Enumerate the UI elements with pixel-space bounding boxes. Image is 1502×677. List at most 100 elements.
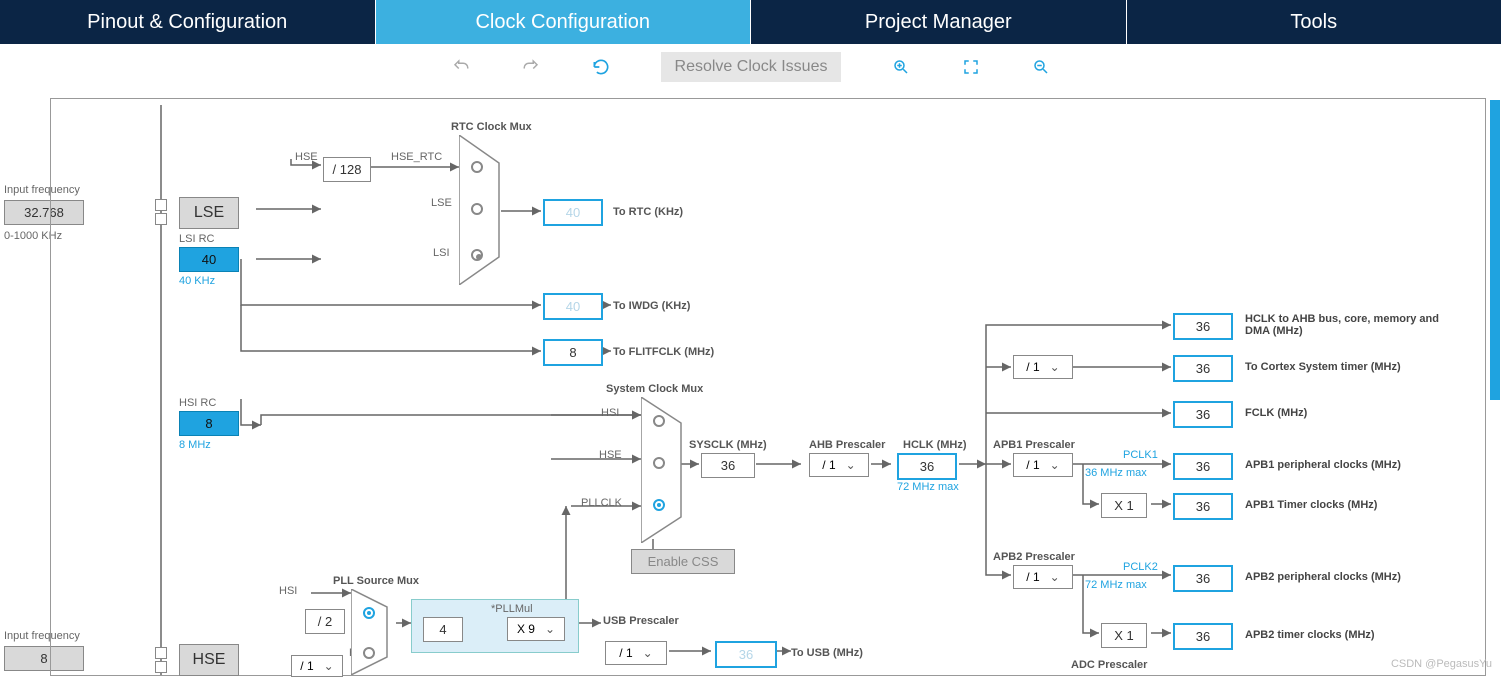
rtc-radio-lsi[interactable] (471, 249, 483, 261)
flitf-out: 8 (543, 339, 603, 366)
sys-radio-hse[interactable] (653, 457, 665, 469)
tab-pinout[interactable]: Pinout & Configuration (0, 0, 376, 44)
osc-in-pin (155, 199, 167, 211)
usb-out: 36 (715, 641, 777, 668)
apb2-mult: X 1 (1101, 623, 1147, 648)
apb1-mult: X 1 (1101, 493, 1147, 518)
apb1-div-val: / 1 (1026, 458, 1039, 472)
sysmux-shape (641, 397, 691, 543)
sys-radio-hsi[interactable] (653, 415, 665, 427)
watermark: CSDN @PegasusYu (1391, 658, 1492, 670)
ahb-lbl: AHB Prescaler (809, 439, 885, 451)
zoom-in-icon[interactable] (891, 57, 911, 77)
rtc-out-lbl: To RTC (KHz) (613, 206, 683, 218)
out-apb2t: 36 (1173, 623, 1233, 650)
rtc-mux-title: RTC Clock Mux (451, 121, 532, 133)
tab-project[interactable]: Project Manager (751, 0, 1127, 44)
apb1-note: 36 MHz max (1085, 467, 1147, 479)
usb-div[interactable]: / 1 ⌄ (605, 641, 667, 665)
chevron-down-icon: ⌄ (1050, 458, 1060, 472)
apb1-div[interactable]: / 1 ⌄ (1013, 453, 1073, 477)
sysclk-val[interactable]: 36 (701, 453, 755, 478)
iwdg-out: 40 (543, 293, 603, 320)
undo-icon[interactable] (451, 57, 471, 77)
apb1-pclk: PCLK1 (1123, 449, 1158, 461)
sys-radio-pll[interactable] (653, 499, 665, 511)
out-fclk: 36 (1173, 401, 1233, 428)
osc-in-pin-2 (155, 647, 167, 659)
pll-radio-hse[interactable] (363, 647, 375, 659)
out-apb1t-lbl: APB1 Timer clocks (MHz) (1245, 499, 1377, 511)
pll-mul-in: 4 (423, 617, 463, 642)
rtc-out: 40 (543, 199, 603, 226)
resolve-button[interactable]: Resolve Clock Issues (661, 52, 842, 82)
tabs: Pinout & Configuration Clock Configurati… (0, 0, 1502, 44)
usb-lbl: USB Prescaler (603, 615, 679, 627)
cortex-div[interactable]: / 1 ⌄ (1013, 355, 1073, 379)
sysmux-hsi: HSI (601, 407, 619, 419)
clock-diagram: LSE LSI RC 40 40 KHz HSI RC 8 8 MHz HSE … (50, 98, 1486, 676)
lsirc-label: LSI RC (179, 233, 214, 245)
out-ahbbus-lbl: HCLK to AHB bus, core, memory and DMA (M… (1245, 313, 1455, 337)
apb2-pclk: PCLK2 (1123, 561, 1158, 573)
sysmux-hse: HSE (599, 449, 622, 461)
zoom-out-icon[interactable] (1031, 57, 1051, 77)
rtc-lse-lbl: LSE (431, 197, 452, 209)
chevron-down-icon: ⌄ (1050, 570, 1060, 584)
hclk-val[interactable]: 36 (897, 453, 957, 480)
css-button[interactable]: Enable CSS (631, 549, 735, 574)
chevron-down-icon: ⌄ (643, 646, 653, 660)
chevron-down-icon: ⌄ (324, 659, 334, 673)
refresh-icon[interactable] (591, 57, 611, 77)
apb2-note: 72 MHz max (1085, 579, 1147, 591)
out-apb2p-lbl: APB2 peripheral clocks (MHz) (1245, 571, 1401, 583)
rtc-radio-lse[interactable] (471, 203, 483, 215)
chevron-down-icon: ⌄ (1050, 360, 1060, 374)
rtc-hse-lbl: HSE (295, 151, 318, 163)
ahb-select[interactable]: / 1 ⌄ (809, 453, 869, 477)
chevron-down-icon: ⌄ (545, 622, 555, 636)
hsirc-box: 8 (179, 411, 239, 436)
osc-out-pin (155, 213, 167, 225)
fullscreen-icon[interactable] (961, 57, 981, 77)
hse-box: HSE (179, 644, 239, 676)
apb2-div[interactable]: / 1⌄ (1013, 565, 1073, 589)
pll-mul-lbl: *PLLMul (491, 603, 533, 615)
sysclk-lbl: SYSCLK (MHz) (689, 439, 767, 451)
apb1-lbl: APB1 Prescaler (993, 439, 1075, 451)
out-fclk-lbl: FCLK (MHz) (1245, 407, 1307, 419)
lsirc-box: 40 (179, 247, 239, 272)
pll-hse-div[interactable]: / 1 ⌄ (291, 655, 343, 677)
hsirc-label: HSI RC (179, 397, 216, 409)
hsirc-note: 8 MHz (179, 439, 211, 451)
lse-box: LSE (179, 197, 239, 229)
pll-hsi-div: / 2 (305, 609, 345, 634)
pll-mul-select[interactable]: X 9⌄ (507, 617, 565, 641)
sysmux-title: System Clock Mux (606, 383, 703, 395)
flitf-lbl: To FLITFCLK (MHz) (613, 346, 714, 358)
scrollbar-thumb[interactable] (1490, 100, 1500, 400)
rtc-radio-hse[interactable] (471, 161, 483, 173)
apb2-lbl: APB2 Prescaler (993, 551, 1075, 563)
adc-lbl: ADC Prescaler (1071, 659, 1147, 671)
usb-div-val: / 1 (619, 646, 632, 660)
out-ahbbus: 36 (1173, 313, 1233, 340)
tab-clock[interactable]: Clock Configuration (376, 0, 752, 44)
out-apb1p-lbl: APB1 peripheral clocks (MHz) (1245, 459, 1401, 471)
chevron-down-icon: ⌄ (846, 458, 856, 472)
pll-radio-hsi[interactable] (363, 607, 375, 619)
pll-mux-shape (351, 589, 393, 675)
pll-title: PLL Source Mux (333, 575, 419, 587)
rtc-lsi-lbl: LSI (433, 247, 450, 259)
osc-out-pin-2 (155, 661, 167, 673)
toolbar: Resolve Clock Issues (0, 44, 1502, 92)
cortex-div-val: / 1 (1026, 360, 1039, 374)
lsirc-note: 40 KHz (179, 275, 215, 287)
ahb-val: / 1 (822, 458, 835, 472)
out-apb1t: 36 (1173, 493, 1233, 520)
out-apb1p: 36 (1173, 453, 1233, 480)
out-cortex-lbl: To Cortex System timer (MHz) (1245, 361, 1401, 373)
tab-tools[interactable]: Tools (1127, 0, 1502, 44)
pll-hsediv-val: / 1 (300, 659, 313, 673)
redo-icon[interactable] (521, 57, 541, 77)
